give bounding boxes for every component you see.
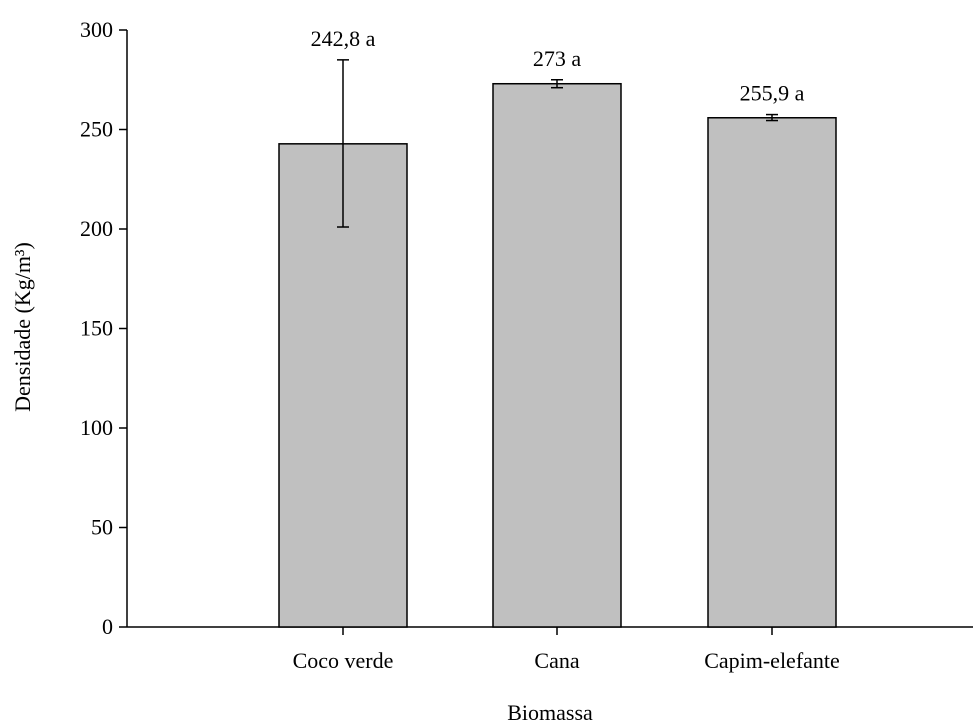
y-tick-label: 0 [102,614,113,639]
y-axis: 0 50 100 150 200 250 300 [80,17,128,639]
data-label: 242,8 a [311,26,376,51]
x-axis-title: Biomassa [507,700,593,725]
y-tick-label: 100 [80,415,113,440]
bar [707,117,837,628]
y-tick-label: 250 [80,117,113,142]
bar [492,82,622,628]
y-tick-label: 150 [80,316,113,341]
y-tick-label: 300 [80,17,113,42]
y-tick-label: 50 [91,515,113,540]
data-labels: 242,8 a 273 a 255,9 a [311,26,805,106]
x-tick-label: Capim-elefante [704,648,840,673]
x-tick-label: Coco verde [293,648,394,673]
y-tick-label: 200 [80,216,113,241]
data-label: 255,9 a [740,81,805,106]
y-axis-title: Densidade (Kg/m³) [10,242,35,412]
x-axis: Coco verde Cana Capim-elefante [127,626,973,673]
bars [278,82,837,628]
x-tick-label: Cana [534,648,579,673]
data-label: 273 a [533,46,582,71]
error-bars [337,59,778,228]
